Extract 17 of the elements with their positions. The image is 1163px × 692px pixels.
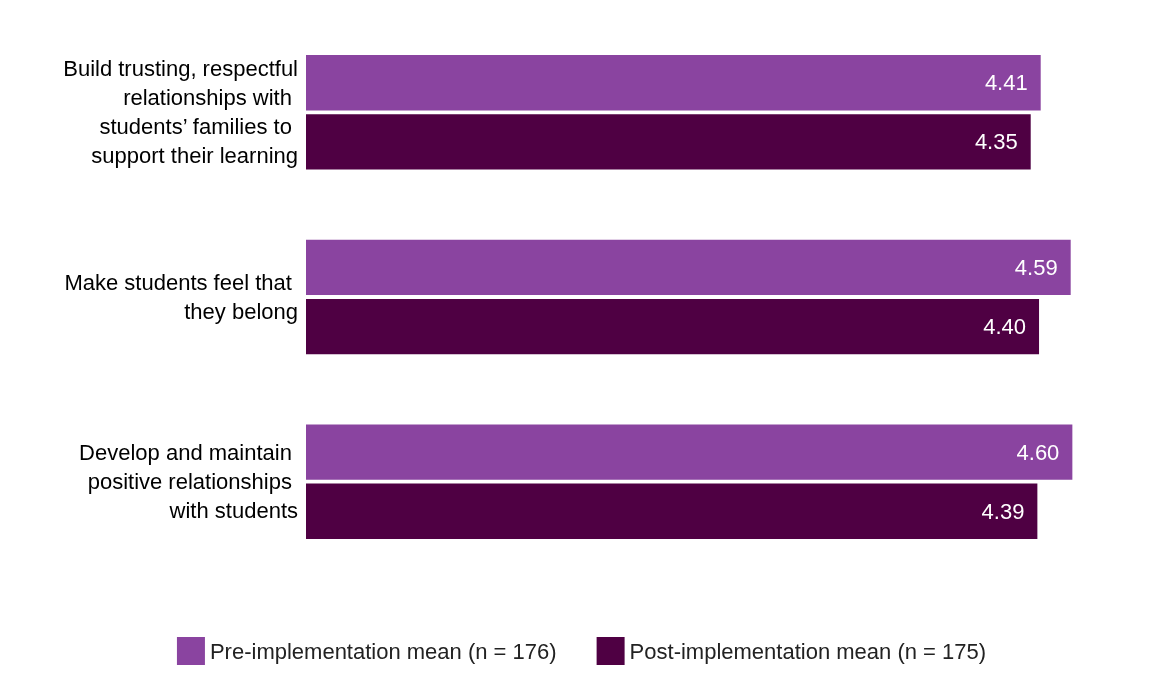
bar <box>306 55 1041 111</box>
legend-label: Pre-implementation mean (n = 176) <box>209 638 557 664</box>
y-tick-label: Develop and maintain positive relationships with students <box>79 440 298 524</box>
data-label: 4.60 <box>1016 439 1060 465</box>
bar <box>306 483 1038 539</box>
data-label: 4.40 <box>983 314 1027 340</box>
bar <box>306 114 1031 170</box>
data-label: 4.39 <box>981 498 1025 524</box>
y-tick-label: Make students feel that they belong <box>64 270 298 324</box>
bar <box>306 239 1071 296</box>
bar <box>306 298 1040 355</box>
data-label: 4.35 <box>974 129 1018 155</box>
y-tick-label: Build trusting, respectful relationships with students’ families to support their learning <box>63 56 298 169</box>
bar <box>306 424 1073 480</box>
legend-label: Post-implementation mean (n = 175) <box>629 638 987 664</box>
data-label: 4.41 <box>984 70 1028 96</box>
data-label: 4.59 <box>1014 254 1058 280</box>
